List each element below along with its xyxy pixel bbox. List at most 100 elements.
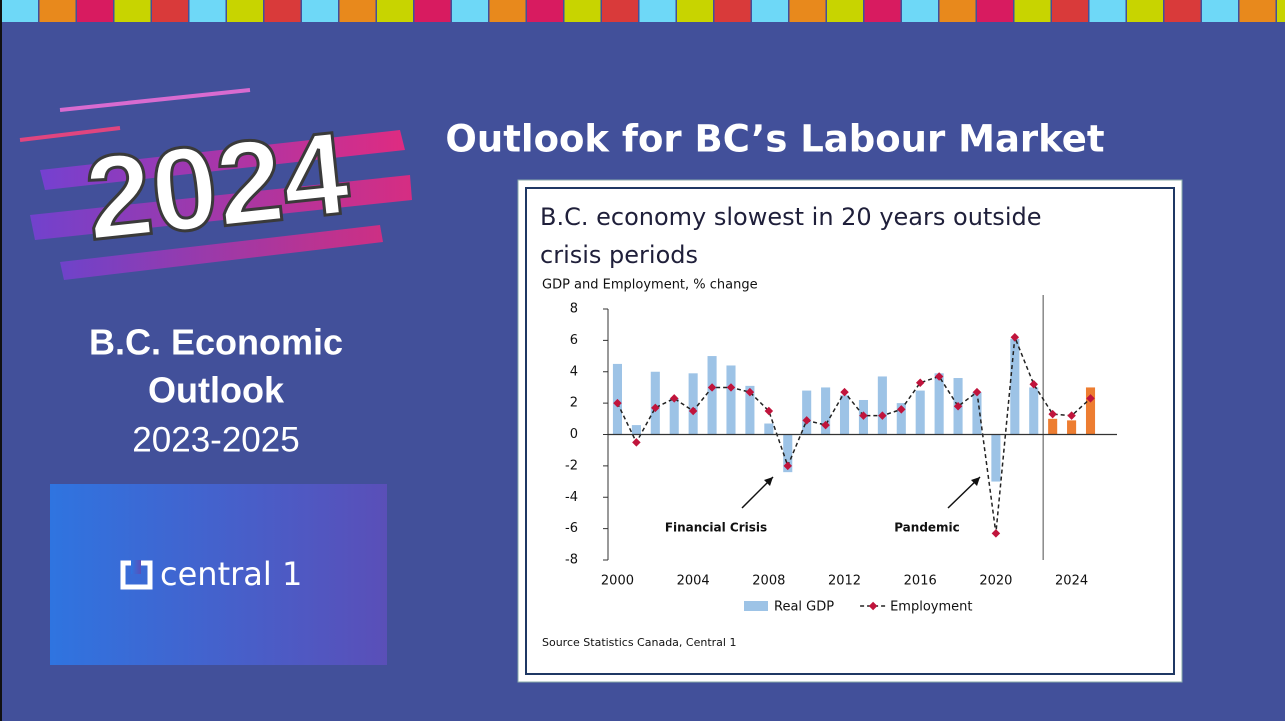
marker — [707, 383, 717, 392]
bar — [783, 434, 793, 473]
y-tick-label: 2 — [570, 396, 578, 411]
strip-square — [1014, 0, 1051, 22]
marker — [1029, 380, 1038, 389]
strip-square — [377, 0, 413, 22]
bar — [1029, 387, 1039, 435]
sidebar-heading: B.C. Economic — [89, 322, 343, 363]
strip-square — [639, 0, 676, 22]
bar — [934, 373, 944, 435]
strip-square — [827, 0, 863, 22]
strip-square — [414, 0, 451, 22]
marker — [669, 394, 679, 403]
strip-square — [39, 0, 76, 22]
strip-square — [1202, 0, 1238, 22]
strip-square — [452, 0, 488, 22]
badge-band — [60, 225, 383, 280]
marker — [840, 387, 849, 397]
x-tick-label: 2020 — [979, 574, 1012, 589]
chart-source: Source Statistics Canada, Central 1 — [542, 636, 736, 649]
sidebar-years: 2023-2025 — [132, 420, 299, 459]
strip-square — [1277, 0, 1285, 22]
strip-square — [527, 0, 563, 22]
marker — [1010, 332, 1020, 342]
strip-square — [714, 0, 751, 22]
strip-square — [189, 0, 226, 22]
y-tick-label: 8 — [570, 302, 578, 317]
y-tick-label: -2 — [565, 458, 578, 473]
x-tick-label: 2024 — [1055, 574, 1088, 589]
x-tick-label: 2016 — [904, 574, 937, 589]
strip-square — [1052, 0, 1088, 22]
bar — [1067, 420, 1077, 435]
marker — [688, 406, 698, 416]
y-tick-label: -8 — [565, 553, 578, 568]
strip-square — [2, 0, 38, 22]
marker — [802, 416, 811, 425]
bar — [802, 390, 812, 435]
bar — [991, 434, 1001, 482]
bar — [650, 371, 660, 435]
marker — [991, 529, 1001, 538]
strip-square — [939, 0, 976, 22]
logo-icon — [120, 560, 153, 590]
bar — [972, 392, 982, 435]
marker — [651, 403, 660, 413]
strip-square — [152, 0, 188, 22]
marker — [915, 378, 925, 387]
bar — [707, 356, 717, 435]
legend-label: Real GDP — [774, 600, 834, 615]
chart-title: B.C. economy slowest in 20 years outside — [540, 203, 1041, 231]
marker — [764, 406, 774, 416]
marker — [972, 387, 982, 397]
bar — [877, 376, 887, 435]
y-tick-label: 4 — [570, 364, 578, 379]
bar — [821, 387, 831, 435]
badge-band — [30, 175, 412, 240]
marker — [726, 383, 736, 392]
marker — [1086, 394, 1095, 403]
strip-square — [752, 0, 788, 22]
marker — [897, 405, 906, 414]
strip-square — [977, 0, 1013, 22]
badge: 2024 — [19, 88, 412, 280]
strip-square — [602, 0, 638, 22]
bar — [669, 398, 679, 435]
strip-square — [677, 0, 713, 22]
chart-subtitle: GDP and Employment, % change — [542, 278, 758, 293]
color-strip — [2, 0, 1285, 22]
bar — [688, 373, 698, 435]
badge-text: 2024 — [80, 107, 355, 266]
marker — [632, 438, 641, 447]
marker — [859, 411, 868, 420]
marker — [821, 420, 830, 430]
marker — [878, 411, 887, 420]
strip-square — [1164, 0, 1201, 22]
bar — [764, 423, 774, 435]
bar — [1010, 338, 1020, 435]
bar — [1048, 418, 1058, 435]
logo-box — [50, 484, 387, 665]
legend-marker — [868, 601, 878, 611]
bar — [726, 365, 736, 435]
plot: -8 -6 -4 -2 0 2 4 6 8 2000 2004 2008 2012 2016 2020 202… — [565, 295, 1117, 615]
strip-square — [864, 0, 901, 22]
bar — [1085, 387, 1096, 435]
annotation-arrowhead — [764, 477, 773, 486]
strip-square — [339, 0, 376, 22]
annotation: Financial Crisis — [665, 521, 767, 535]
slide-title: Outlook for BC’s Labour Market — [445, 118, 1104, 161]
marker — [1048, 409, 1057, 419]
marker — [1067, 411, 1076, 420]
y-tick-label: 0 — [570, 427, 578, 442]
marker — [934, 372, 944, 381]
line — [616, 336, 1092, 534]
strip-square — [902, 0, 938, 22]
legend-label: Employment — [890, 600, 972, 615]
logo-icon-notch — [131, 560, 141, 574]
strip-square — [302, 0, 338, 22]
strip-square — [564, 0, 601, 22]
chart-border — [525, 187, 1175, 675]
x-tick-label: 2012 — [828, 574, 861, 589]
strip-square — [114, 0, 151, 22]
